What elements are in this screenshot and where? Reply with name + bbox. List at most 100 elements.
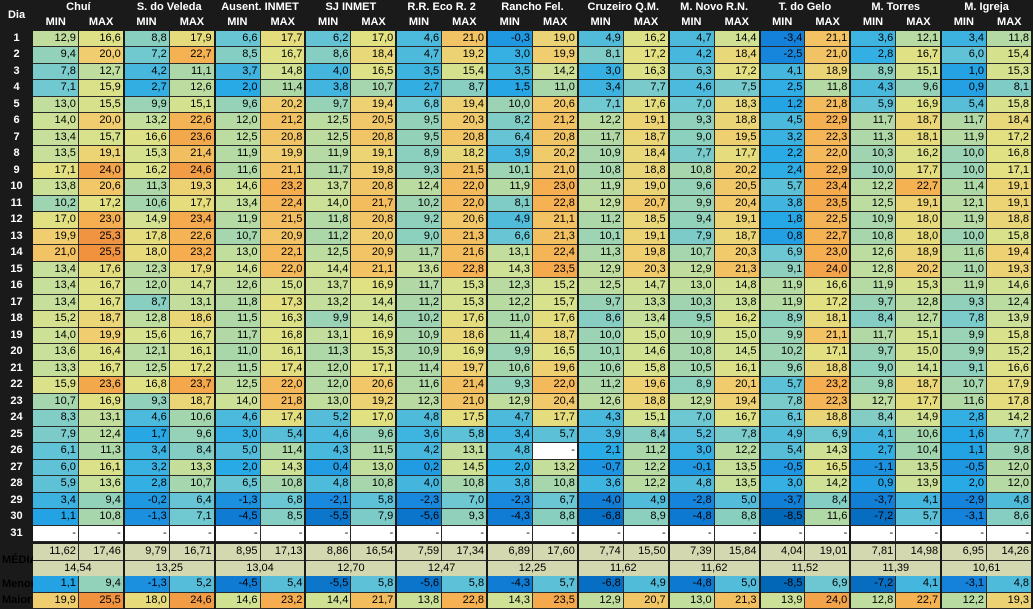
value-cell: 3,0 (487, 46, 533, 64)
value-cell: 13,2 (305, 294, 352, 311)
station-header: R.R. Eco R. 2 (396, 0, 488, 15)
value-cell: 8,4 (850, 409, 897, 427)
day-row: 15 13,4 17,6 12,3 17,9 14,6 22,0 14,4 21,1 13,6 22… (0, 261, 1033, 278)
value-cell: 21,1 (350, 261, 398, 278)
value-cell: - (532, 525, 579, 542)
value-cell: 12,5 (305, 244, 352, 262)
value-cell: 3,2 (123, 459, 170, 476)
value-cell: 17,2 (623, 46, 670, 64)
value-cell: 17,7 (169, 195, 216, 212)
value-cell: 11,9 (941, 129, 988, 146)
value-cell: 23,7 (169, 376, 216, 394)
value-cell: 10,4 (895, 442, 943, 460)
value-cell: -0,2 (123, 492, 170, 509)
maior-row: Maior 19,9 25,5 18,0 24,6 14,6 23,2 14,4 21,7 13,… (0, 592, 1033, 609)
value-cell: -4,8 (668, 576, 715, 593)
value-cell: 7,9 (33, 426, 79, 443)
max-header: MAX (532, 15, 578, 31)
value-cell: - (214, 525, 261, 542)
value-cell: 22,6 (169, 112, 216, 130)
value-cell: 2,0 (487, 459, 533, 476)
value-cell: 4,1 (895, 492, 943, 509)
value-cell: 4,9 (577, 30, 624, 47)
value-cell: 16,9 (350, 327, 398, 344)
value-cell: 22,7 (895, 178, 943, 196)
value-cell: 12,1 (941, 195, 988, 212)
value-cell: 13,5 (714, 475, 761, 493)
value-cell: -5,5 (305, 508, 352, 526)
value-cell: 13,0 (214, 244, 261, 262)
value-cell: -0,1 (668, 459, 715, 476)
value-cell: 6,6 (214, 30, 261, 47)
value-cell: 10,6 (169, 409, 216, 427)
day-row: 17 13,4 16,7 8,7 13,1 11,8 17,3 13,2 14,4 11,2 15,… (0, 294, 1033, 311)
value-cell: 12,9 (668, 261, 715, 278)
value-cell: 11,9 (759, 294, 806, 311)
value-cell: - (169, 525, 216, 542)
value-cell: 2,7 (123, 79, 170, 97)
value-cell: 13,4 (33, 277, 79, 295)
value-cell: 18,4 (986, 112, 1033, 130)
value-cell: - (623, 525, 670, 542)
value-cell: 21,3 (714, 261, 761, 278)
value-cell: -3,4 (759, 30, 806, 47)
day-label: 4 (0, 79, 33, 96)
value-cell: -7,2 (850, 576, 897, 593)
value-cell: 2,2 (759, 145, 806, 163)
value-cell: 12,0 (305, 360, 352, 377)
value-cell: 3,0 (668, 442, 715, 460)
min-header: MIN (123, 15, 170, 31)
value-cell: 16,2 (623, 30, 670, 47)
value-cell: -4,0 (577, 492, 624, 509)
value-cell: 6,5 (214, 475, 261, 493)
value-cell: 8,95 (214, 544, 261, 561)
value-cell: 11,2 (577, 211, 624, 229)
value-cell: 4,8 (668, 475, 715, 493)
value-cell: 12,7 (895, 310, 943, 328)
value-cell: 11,4 (260, 79, 307, 97)
value-cell: 19,9 (260, 145, 307, 163)
value-cell: 19,0 (623, 178, 670, 196)
value-cell: 6,2 (305, 30, 352, 47)
value-cell: 20,2 (895, 261, 943, 278)
value-cell: 16,9 (441, 343, 489, 361)
value-cell: 4,8 (986, 576, 1033, 593)
value-cell: -8,5 (759, 508, 806, 526)
value-cell: - (33, 525, 79, 542)
value-cell: 18,7 (714, 228, 761, 245)
value-cell: 6,1 (33, 442, 79, 460)
value-cell: 15,2 (33, 310, 79, 328)
day-row: 30 1,1 10,8 -1,3 7,1 -4,5 8,5 -5,5 7,9 -5,6 9,3 -4,… (0, 508, 1033, 526)
value-cell: -8,5 (759, 576, 806, 593)
day-row: 26 6,1 11,3 3,4 8,4 5,0 11,4 4,3 11,5 4,2 13,1 4,8-… (0, 442, 1033, 460)
value-cell: 4,3 (850, 79, 897, 97)
value-cell: 25,5 (78, 592, 125, 609)
value-cell: 22,3 (804, 129, 852, 146)
station-header: M. Novo R.N. (668, 0, 760, 15)
value-cell: 8,1 (986, 79, 1033, 97)
value-cell: -5,5 (305, 576, 352, 593)
value-cell: 10,9 (396, 327, 443, 344)
value-cell: 10,0 (941, 162, 988, 179)
average-cell: 11,62 (668, 560, 761, 576)
value-cell: 13,4 (33, 261, 79, 278)
value-cell: 4,3 (305, 442, 352, 460)
value-cell: 9,1 (759, 261, 806, 278)
maior-label: Maior (0, 592, 33, 609)
value-cell: 8,86 (305, 544, 352, 561)
day-label: 11 (0, 195, 33, 212)
value-cell: 5,8 (350, 576, 398, 593)
value-cell: 17,2 (78, 195, 125, 212)
value-cell: 14,2 (986, 409, 1033, 427)
value-cell: 14,3 (260, 459, 307, 476)
value-cell: 13,6 (33, 343, 79, 361)
value-cell: 10,8 (78, 508, 125, 526)
value-cell: 17,5 (441, 409, 489, 427)
value-cell: 21,4 (441, 376, 489, 394)
value-cell: 9,9 (759, 327, 806, 344)
value-cell: 7,0 (668, 409, 715, 427)
value-cell: 13,0 (350, 459, 398, 476)
value-cell: 16,5 (532, 343, 579, 361)
station-header: S. do Veleda (123, 0, 215, 15)
value-cell: 15,4 (986, 46, 1033, 64)
